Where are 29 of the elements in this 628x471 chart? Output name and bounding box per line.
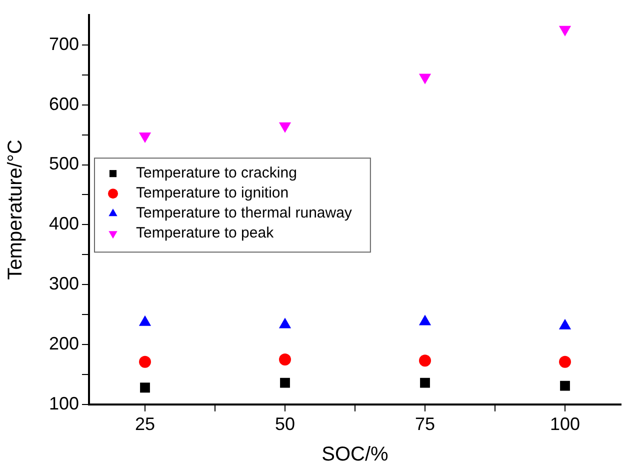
point <box>139 356 151 368</box>
point <box>559 356 571 368</box>
point <box>560 380 570 391</box>
y-tick-label: 700 <box>48 34 79 54</box>
y-tick-label: 400 <box>48 214 79 234</box>
point <box>418 74 432 84</box>
y-tick-label: 200 <box>48 333 79 354</box>
x-tick-label: 25 <box>134 414 156 434</box>
point <box>278 122 292 133</box>
point <box>138 132 152 144</box>
x-tick-label: 100 <box>550 414 580 434</box>
y-tick-label: 300 <box>48 274 79 294</box>
y-tick-label: 100 <box>48 393 79 414</box>
y-tick-label: 600 <box>48 94 79 114</box>
point <box>419 354 431 367</box>
legend-label: Temperature to cracking <box>136 164 297 182</box>
point <box>420 378 430 388</box>
point <box>280 378 290 388</box>
legend-label: Temperature to peak <box>136 224 274 242</box>
point <box>140 382 150 393</box>
x-tick-label: 75 <box>414 414 436 434</box>
legend-label: Temperature to thermal runaway <box>136 204 352 222</box>
y-axis-title: Temperature/°C <box>4 140 27 280</box>
point <box>558 26 572 36</box>
y-tick-label: 500 <box>48 154 79 174</box>
legend-label: Temperature to ignition <box>136 184 289 202</box>
x-tick-label: 50 <box>274 414 296 434</box>
point <box>279 353 291 366</box>
x-axis-title: SOC/% <box>322 444 389 466</box>
